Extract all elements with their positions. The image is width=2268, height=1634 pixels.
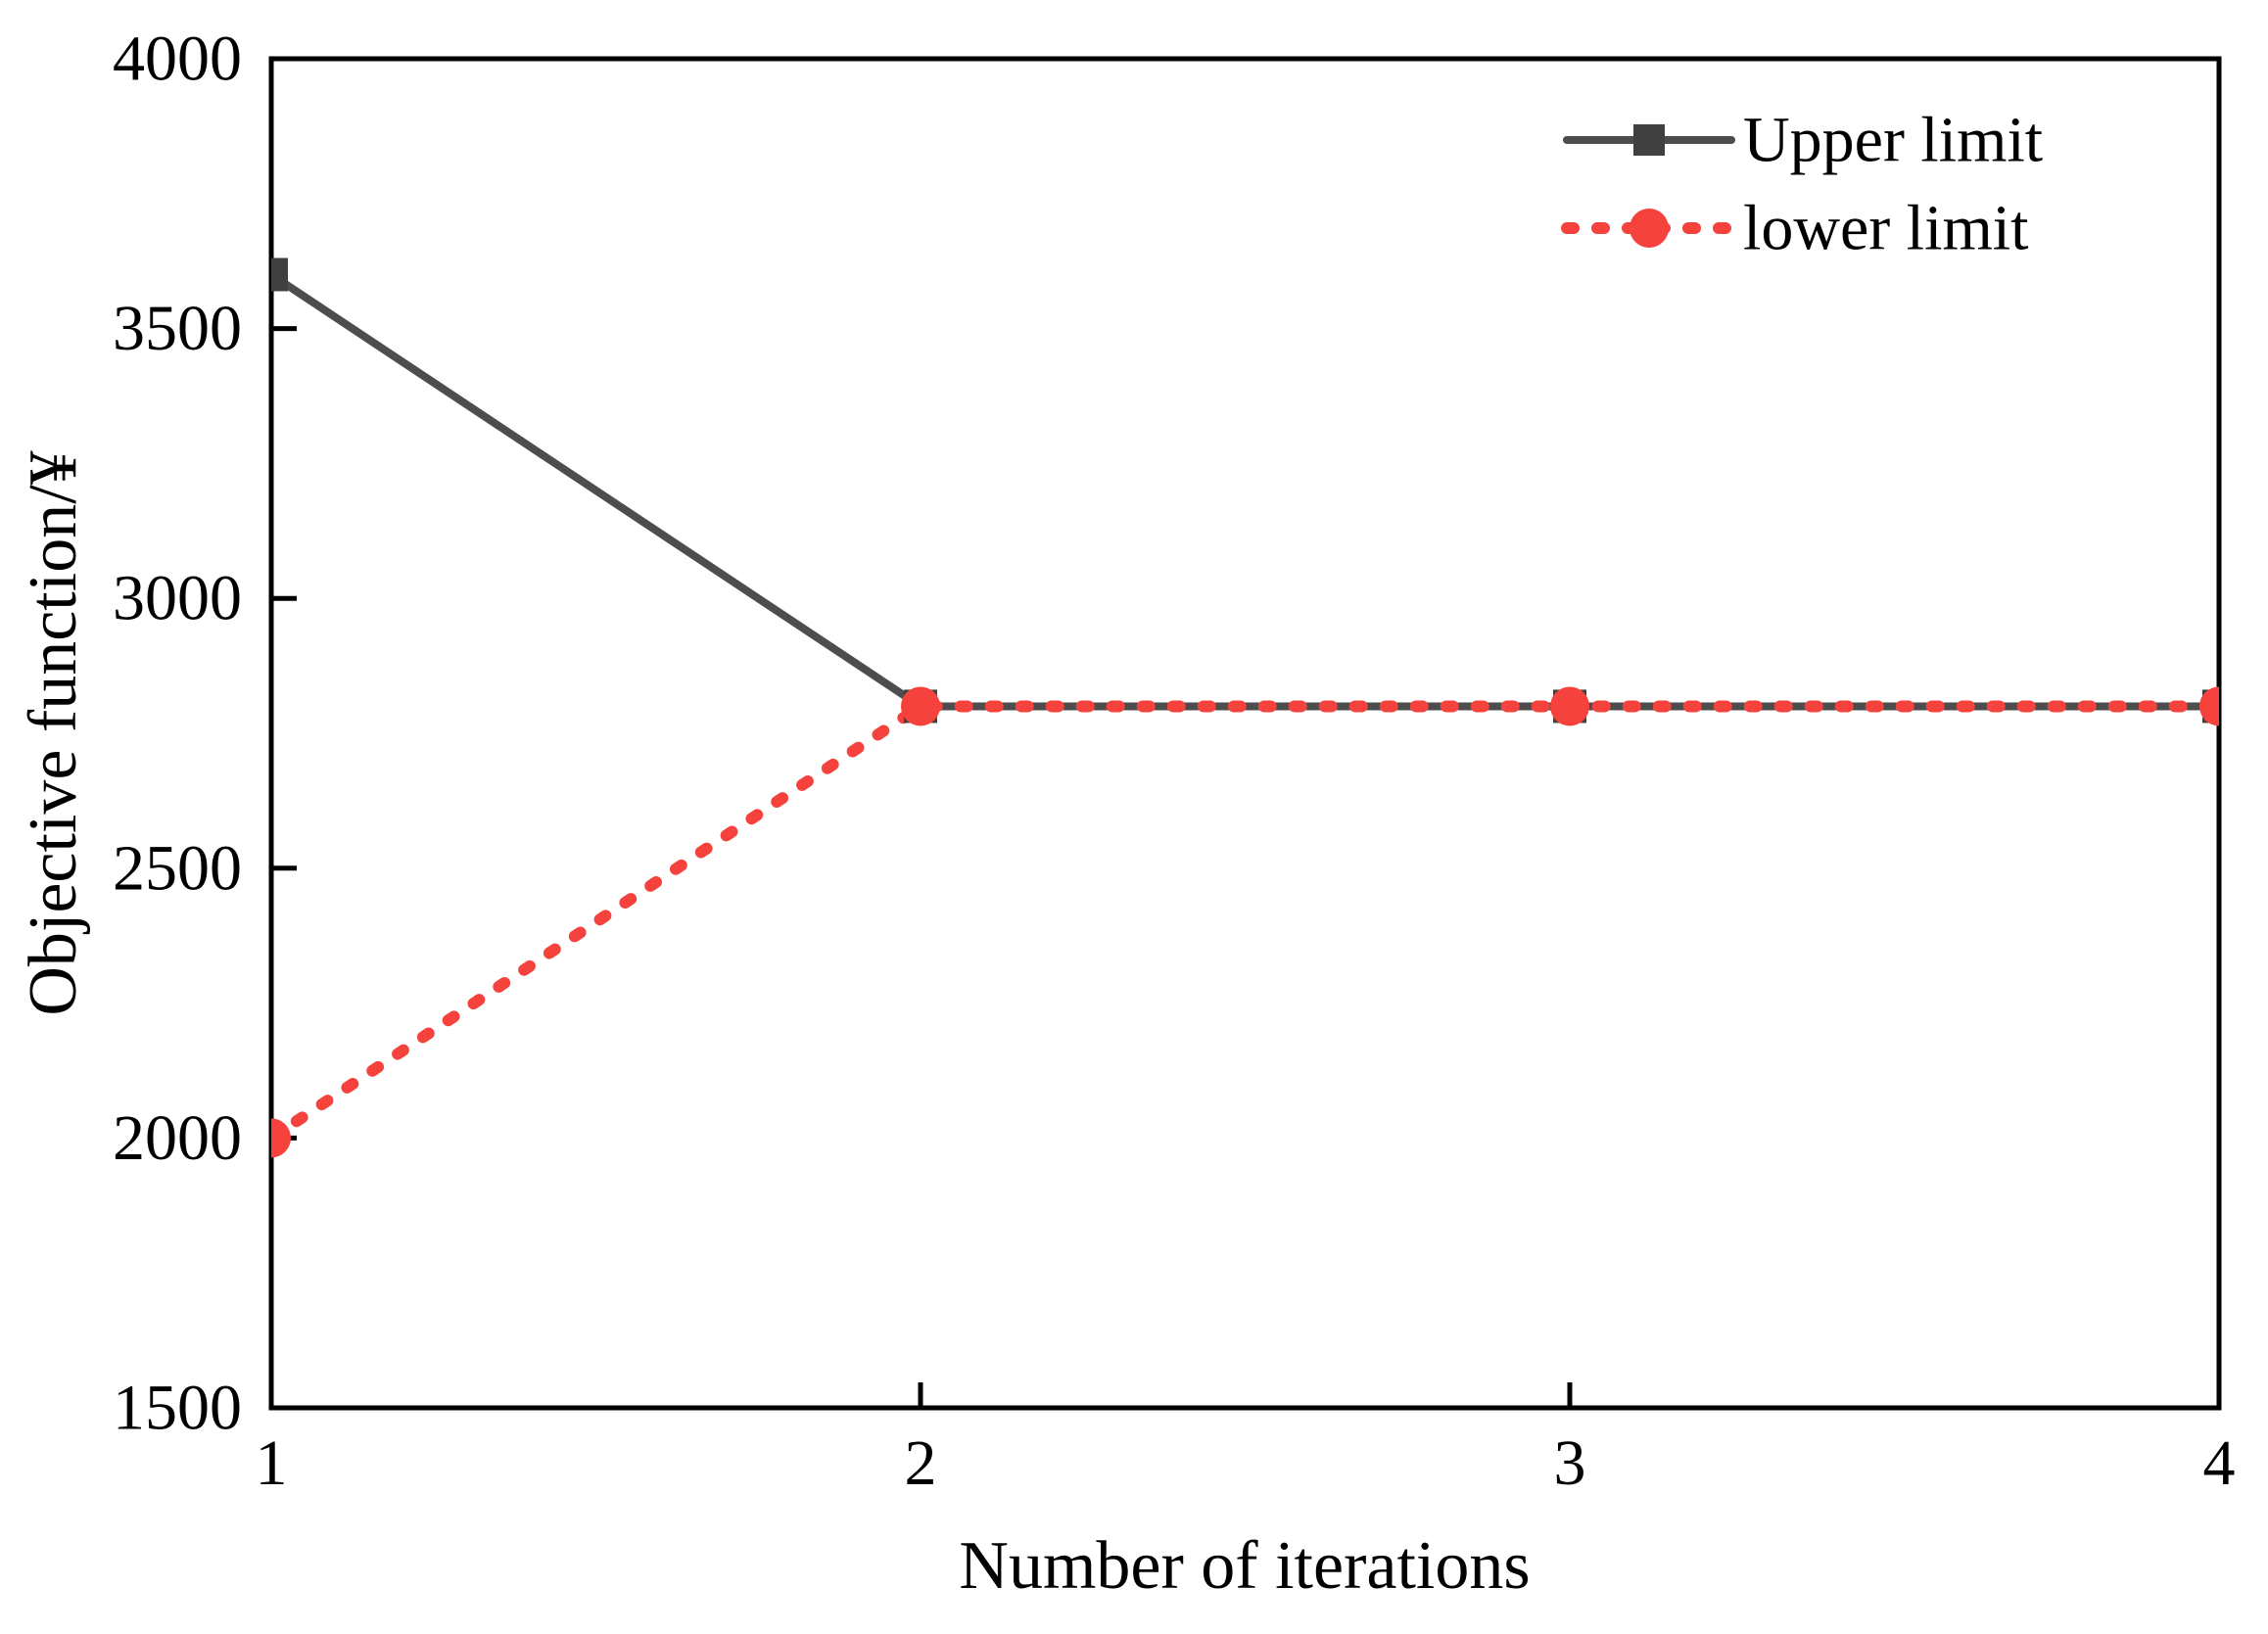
legend-label-upper-limit: Upper limit (1743, 105, 2043, 176)
legend-marker-lower-limit (1630, 209, 1669, 248)
data-point-marker-lower-limit (901, 686, 940, 726)
x-tick-label: 1 (256, 1427, 288, 1499)
x-axis: 1 2 3 4 (256, 1382, 2236, 1499)
data-point-marker-lower-limit (2199, 686, 2219, 726)
legend-label-lower-limit: lower limit (1743, 193, 2028, 264)
data-point-marker-upper-limit (271, 257, 288, 292)
y-tick-label: 3000 (113, 563, 242, 634)
data-point-marker-lower-limit (1550, 686, 1589, 726)
legend-marker-upper-limit (1633, 124, 1665, 156)
x-axis-title: Number of iterations (959, 1528, 1530, 1604)
series-line-lower-limit (271, 700, 2219, 1144)
series-line-upper-limit (271, 271, 2219, 711)
plot-border (268, 56, 2222, 1411)
y-tick-label: 1500 (113, 1373, 242, 1444)
legend: Upper limit lower limit (1561, 105, 2043, 264)
x-tick-label: 2 (905, 1427, 937, 1499)
x-tick-label: 3 (1554, 1427, 1586, 1499)
y-axis: 1500 2000 2500 3000 3500 4000 (113, 23, 297, 1444)
y-tick-label: 2000 (113, 1102, 242, 1174)
series-layer (271, 257, 2219, 1158)
data-point-marker-lower-limit (271, 1118, 291, 1158)
legend-item-lower-limit: lower limit (1561, 193, 2028, 264)
y-tick-label: 4000 (113, 23, 242, 95)
y-tick-label: 3500 (113, 293, 242, 364)
y-axis-title: Objective function/¥ (16, 450, 91, 1015)
x-tick-label: 4 (2203, 1427, 2236, 1499)
y-tick-label: 2500 (113, 832, 242, 904)
legend-item-upper-limit: Upper limit (1563, 105, 2043, 176)
